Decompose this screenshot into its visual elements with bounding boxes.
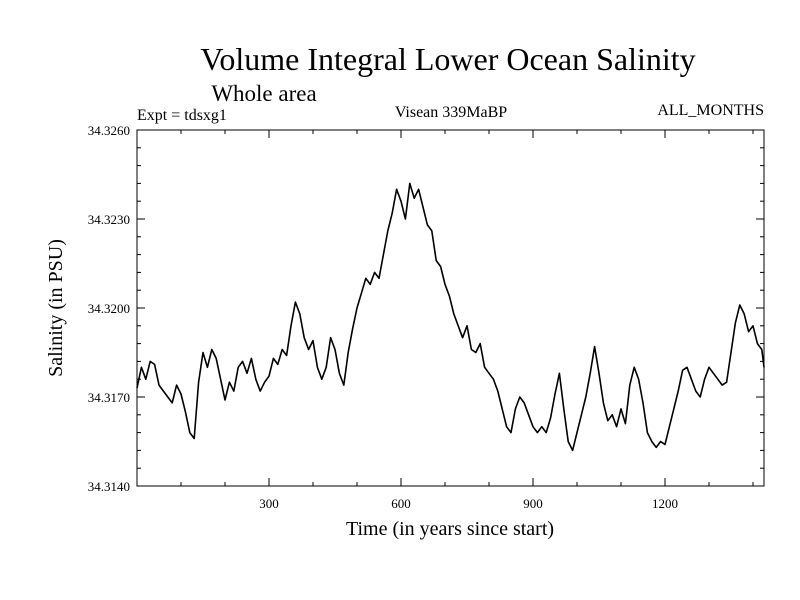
y-tick-label: 34.3230 bbox=[88, 212, 130, 227]
x-tick-label: 300 bbox=[259, 496, 279, 511]
chart-title: Volume Integral Lower Ocean Salinity bbox=[200, 41, 695, 77]
y-tick-label: 34.3170 bbox=[88, 390, 130, 405]
period-label: Visean 339MaBP bbox=[395, 104, 507, 121]
plot-frame bbox=[136, 129, 765, 487]
chart-subtitle: Whole area bbox=[211, 81, 316, 106]
y-axis: 34.3140 34.3170 34.3200 34.3230 34.3260 bbox=[88, 123, 764, 494]
series-layer bbox=[136, 182, 765, 452]
y-tick-label: 34.3200 bbox=[88, 301, 130, 316]
x-tick-label: 1200 bbox=[652, 496, 678, 511]
x-tick-label: 900 bbox=[523, 496, 543, 511]
y-tick-label: 34.3140 bbox=[88, 479, 130, 494]
y-tick-label: 34.3260 bbox=[88, 123, 130, 138]
x-axis: 300 600 900 1200 bbox=[180, 130, 754, 511]
months-label: ALL_MONTHS bbox=[657, 102, 764, 119]
experiment-label: Expt = tdsxg1 bbox=[137, 107, 227, 124]
x-tick-label: 600 bbox=[391, 496, 411, 511]
y-axis-label: Salinity (in PSU) bbox=[45, 239, 67, 377]
x-axis-label: Time (in years since start) bbox=[346, 518, 554, 540]
series-line-0 bbox=[136, 182, 765, 452]
